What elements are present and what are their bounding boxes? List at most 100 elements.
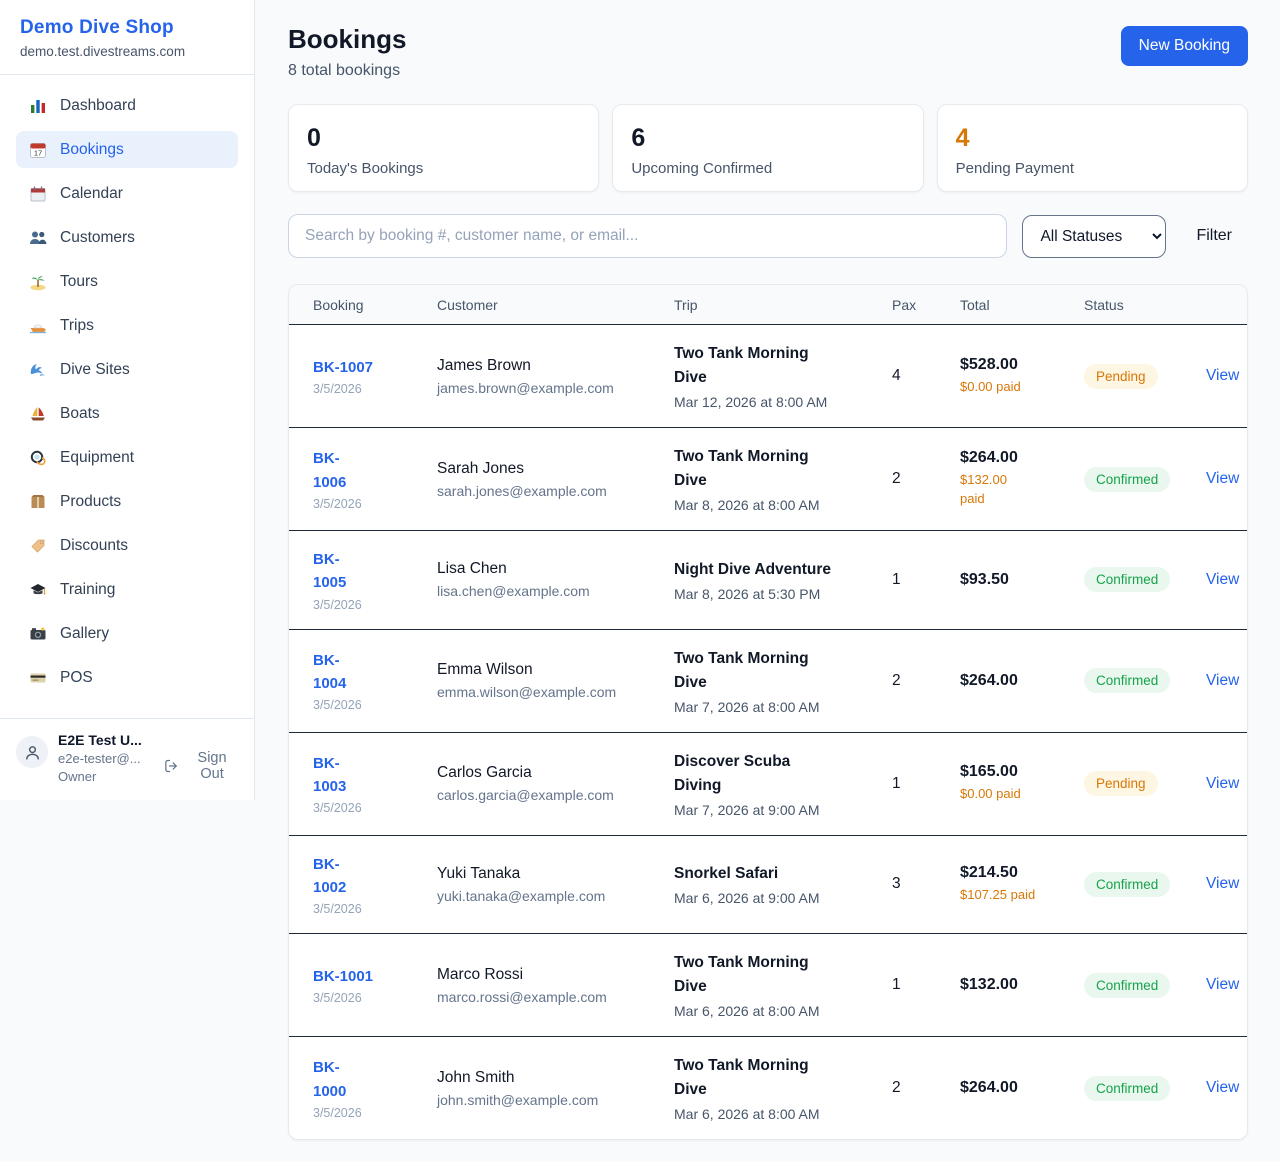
search-input[interactable] [288,214,1008,258]
status-badge: Confirmed [1084,1075,1171,1101]
status-badge: Confirmed [1084,668,1171,694]
paid-amount: $107.25 paid [960,886,1036,902]
paid-amount: $0.00 paid [960,378,1021,394]
total-amount: $528.00 [960,355,1018,373]
booking-id-link[interactable]: BK-1001 [313,968,374,986]
view-link[interactable]: View [1206,570,1240,588]
column-header-total: Total [948,285,1072,325]
customer-email: yuki.tanaka@example.com [437,887,606,904]
customer-name: Carlos Garcia [437,764,532,782]
column-header-booking: Booking [289,285,425,325]
page-title: Bookings [288,24,407,54]
new-booking-button[interactable]: New Booking [1120,26,1248,66]
sidebar-item-label: Customers [60,228,135,246]
column-header-actions [1194,285,1247,325]
sign-out-button[interactable]: Sign Out [164,750,238,782]
sidebar-item-training[interactable]: Training [16,571,238,608]
sidebar-item-dive-sites[interactable]: Dive Sites [16,351,238,388]
table-row: BK- 1002 3/5/2026 Yuki Tanaka yuki.tanak… [289,835,1247,934]
sidebar-item-label: Dashboard [60,96,136,114]
status-filter-select[interactable]: All Statuses [1022,214,1167,258]
booking-date: 3/5/2026 [313,382,362,397]
avatar [16,736,48,768]
column-header-trip: Trip [662,285,880,325]
svg-text:17: 17 [33,148,41,157]
pax-count: 1 [892,976,901,994]
booking-id-link[interactable]: BK- 1004 [313,651,347,693]
booking-id-link[interactable]: BK- 1000 [313,1059,347,1100]
column-header-status: Status [1072,285,1194,325]
sidebar-item-pos[interactable]: POS [16,659,238,696]
booking-id-link[interactable]: BK-1007 [313,358,374,376]
customer-name: Yuki Tanaka [437,864,521,882]
sidebar-item-label: Dive Sites [60,360,130,378]
sidebar-item-label: Equipment [60,448,135,466]
graduation-cap-icon [28,580,47,599]
booking-id-link[interactable]: BK- 1003 [313,754,347,796]
booking-date: 3/5/2026 [313,496,362,511]
sidebar-item-products[interactable]: Products [16,483,238,520]
sidebar-item-tours[interactable]: Tours [16,263,238,300]
bookings-table-card: Booking Customer Trip Pax Total Status BK-100… [288,284,1248,1141]
stat-label: Today's Bookings [307,160,424,177]
trip-name: Discover Scuba Diving [674,752,791,794]
booking-id-link[interactable]: BK- 1002 [313,855,347,896]
sidebar-item-label: Boats [60,404,100,422]
shop-name: Demo Dive Shop [20,17,174,38]
filter-button[interactable]: Filter [1181,227,1248,245]
stat-label: Pending Payment [955,160,1075,177]
brand-block: Demo Dive Shop demo.test.divestreams.com [0,0,254,75]
sidebar-item-bookings[interactable]: 17 Bookings [16,131,238,168]
total-amount: $93.50 [960,570,1009,588]
view-link[interactable]: View [1206,367,1240,385]
view-link[interactable]: View [1206,875,1240,893]
total-amount: $214.50 [960,863,1018,881]
user-name: E2E Test U... [58,732,142,748]
sidebar: Demo Dive Shop demo.test.divestreams.com… [0,0,255,800]
customer-name: Lisa Chen [437,560,507,578]
stat-card-pending-payment: 4 Pending Payment [936,104,1248,192]
trip-name: Two Tank Morning Dive [674,345,809,387]
view-link[interactable]: View [1206,1079,1240,1097]
sidebar-item-boats[interactable]: Boats [16,395,238,432]
pax-count: 2 [892,1079,901,1097]
booking-date: 3/5/2026 [313,801,362,816]
paid-amount: $132.00 paid [960,472,1007,507]
stat-value: 4 [955,124,970,152]
sidebar-item-equipment[interactable]: Equipment [16,439,238,476]
spiral-calendar-icon [28,184,47,203]
customer-email: sarah.jones@example.com [437,482,607,499]
sidebar-item-trips[interactable]: Trips [16,307,238,344]
sidebar-item-gallery[interactable]: Gallery [16,615,238,652]
trip-datetime: Mar 6, 2026 at 8:00 AM [674,1106,820,1123]
sidebar-item-dashboard[interactable]: Dashboard [16,87,238,124]
calendar-icon: 17 [28,140,47,159]
trip-datetime: Mar 6, 2026 at 8:00 AM [674,1003,820,1020]
view-link[interactable]: View [1206,671,1240,689]
sidebar-item-discounts[interactable]: Discounts [16,527,238,564]
camera-icon [28,624,47,643]
customer-name: Emma Wilson [437,661,533,679]
sidebar-item-calendar[interactable]: Calendar [16,175,238,212]
booking-id-link[interactable]: BK- 1005 [313,551,347,592]
table-row: BK- 1005 3/5/2026 Lisa Chen lisa.chen@ex… [289,530,1247,630]
total-amount: $264.00 [960,449,1018,467]
customer-name: Marco Rossi [437,965,524,983]
sidebar-item-label: Training [60,580,116,598]
customer-email: carlos.garcia@example.com [437,787,614,804]
sidebar-item-label: Gallery [60,624,110,642]
table-row: BK- 1000 3/5/2026 John Smith john.smith@… [289,1036,1247,1140]
total-amount: $132.00 [960,976,1018,994]
status-badge: Confirmed [1084,871,1171,897]
view-link[interactable]: View [1206,470,1240,488]
view-link[interactable]: View [1206,774,1240,792]
view-link[interactable]: View [1206,976,1240,994]
table-row: BK- 1003 3/5/2026 Carlos Garcia carlos.g… [289,732,1247,835]
booking-date: 3/5/2026 [313,991,362,1006]
sidebar-item-customers[interactable]: Customers [16,219,238,256]
status-badge: Pending [1084,771,1158,797]
booking-id-link[interactable]: BK- 1006 [313,450,347,491]
pax-count: 4 [892,367,901,385]
table-header-row: Booking Customer Trip Pax Total Status [289,285,1247,325]
booking-date: 3/5/2026 [313,597,362,612]
